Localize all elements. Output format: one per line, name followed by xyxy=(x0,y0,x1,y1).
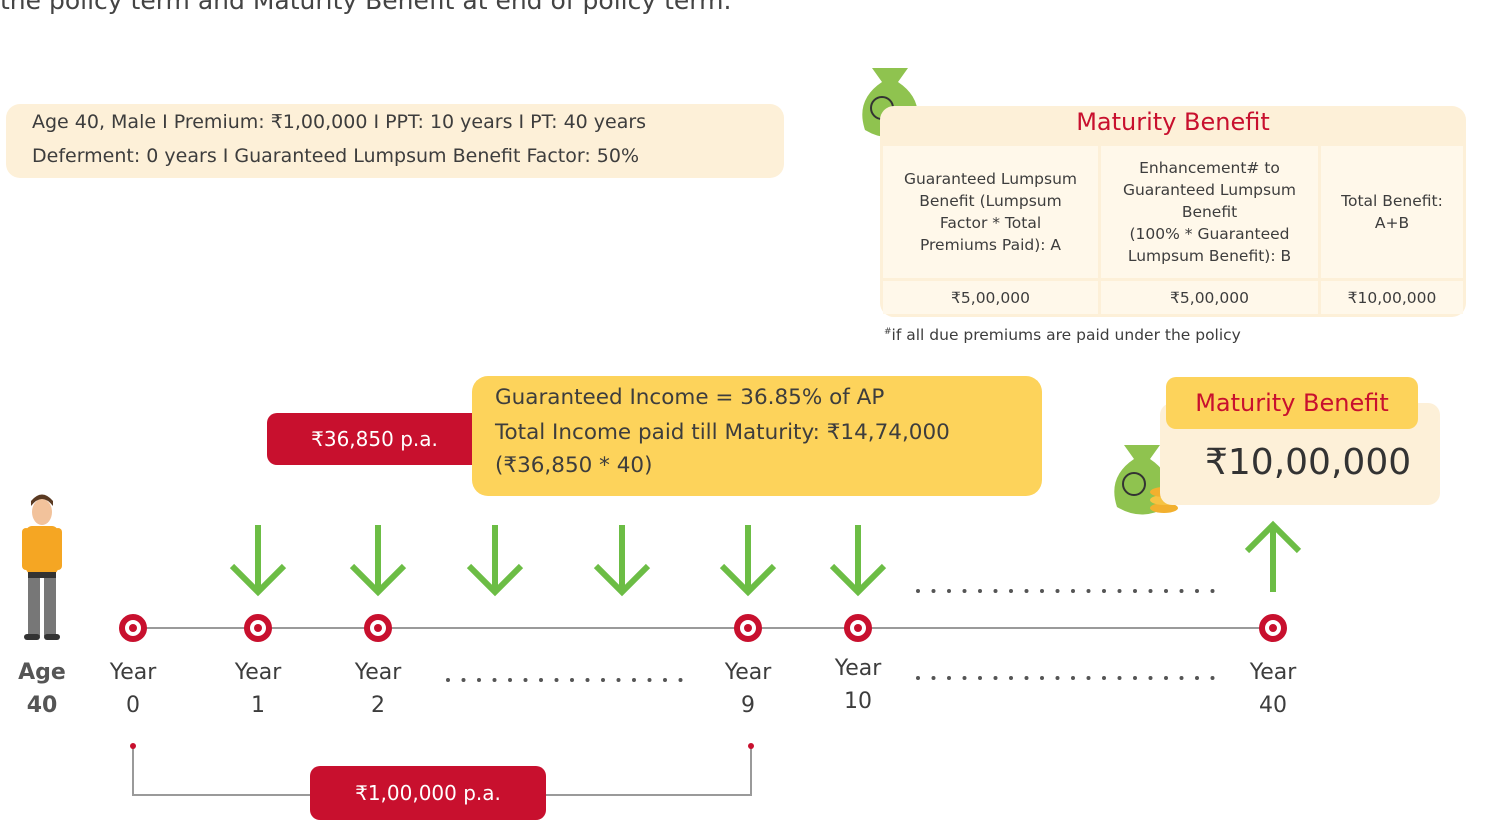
header-line: Benefit xyxy=(1182,201,1237,223)
year-word: Year xyxy=(1233,656,1313,689)
year-number: 1 xyxy=(218,689,298,722)
premium-tag: ₹1,00,000 p.a. xyxy=(310,766,546,820)
footnote-text: if all due premiums are paid under the p… xyxy=(892,326,1241,344)
year-word: Year xyxy=(93,656,173,689)
header-line: Guaranteed Lumpsum xyxy=(904,168,1077,190)
year-word: Year xyxy=(708,656,788,689)
year-word: Year xyxy=(218,656,298,689)
person-icon xyxy=(22,495,62,641)
income-box: Guaranteed Income = 36.85% of AP Total I… xyxy=(472,376,1042,496)
value-cell: ₹5,00,000 xyxy=(1101,281,1318,314)
value-cell: ₹10,00,000 xyxy=(1321,281,1463,314)
footnote-mark: # xyxy=(884,327,892,337)
year-number: 2 xyxy=(338,689,418,722)
year-number: 0 xyxy=(93,689,173,722)
year-word: Year xyxy=(818,652,898,685)
intro-text: the policy term and Maturity Benefit at … xyxy=(0,0,731,15)
header-line: Enhancement# to xyxy=(1139,157,1280,179)
header-line: Factor * Total xyxy=(940,212,1041,234)
table-title: Maturity Benefit xyxy=(880,108,1466,136)
header-line: Benefit (Lumpsum xyxy=(919,190,1061,212)
page: the policy term and Maturity Benefit at … xyxy=(0,0,1494,838)
header-line: A+B xyxy=(1375,212,1409,234)
income-line: (₹36,850 * 40) xyxy=(495,453,652,478)
income-tag: ₹36,850 p.a. xyxy=(267,413,482,465)
income-arrows xyxy=(232,525,1299,592)
year-word: Year xyxy=(338,656,418,689)
year-number: 9 xyxy=(708,689,788,722)
value-cell: ₹5,00,000 xyxy=(883,281,1098,314)
age-number: 40 xyxy=(2,689,82,722)
income-line: Guaranteed Income = 36.85% of AP xyxy=(495,385,884,410)
header-line: Total Benefit: xyxy=(1341,190,1443,212)
year-number: 10 xyxy=(818,685,898,718)
header-line: Lumpsum Benefit): B xyxy=(1128,245,1291,267)
age-word: Age xyxy=(2,656,82,689)
income-line: Total Income paid till Maturity: ₹14,74,… xyxy=(495,420,950,445)
header-line: Guaranteed Lumpsum xyxy=(1123,179,1296,201)
header-line: Premiums Paid): A xyxy=(920,234,1061,256)
footnote: #if all due premiums are paid under the … xyxy=(884,326,1241,344)
maturity-value: ₹10,00,000 xyxy=(1205,442,1411,483)
maturity-label: Maturity Benefit xyxy=(1166,377,1418,429)
age-label: Age 40 xyxy=(2,656,82,722)
header-line: (100% * Guaranteed xyxy=(1130,223,1290,245)
year-number: 40 xyxy=(1233,689,1313,722)
policy-info: Age 40, Male I Premium: ₹1,00,000 I PPT:… xyxy=(6,104,784,178)
info-line: Deferment: 0 years I Guaranteed Lumpsum … xyxy=(32,145,639,167)
header-cell: Total Benefit:A+B xyxy=(1321,146,1463,278)
info-line: Age 40, Male I Premium: ₹1,00,000 I PPT:… xyxy=(32,111,646,133)
